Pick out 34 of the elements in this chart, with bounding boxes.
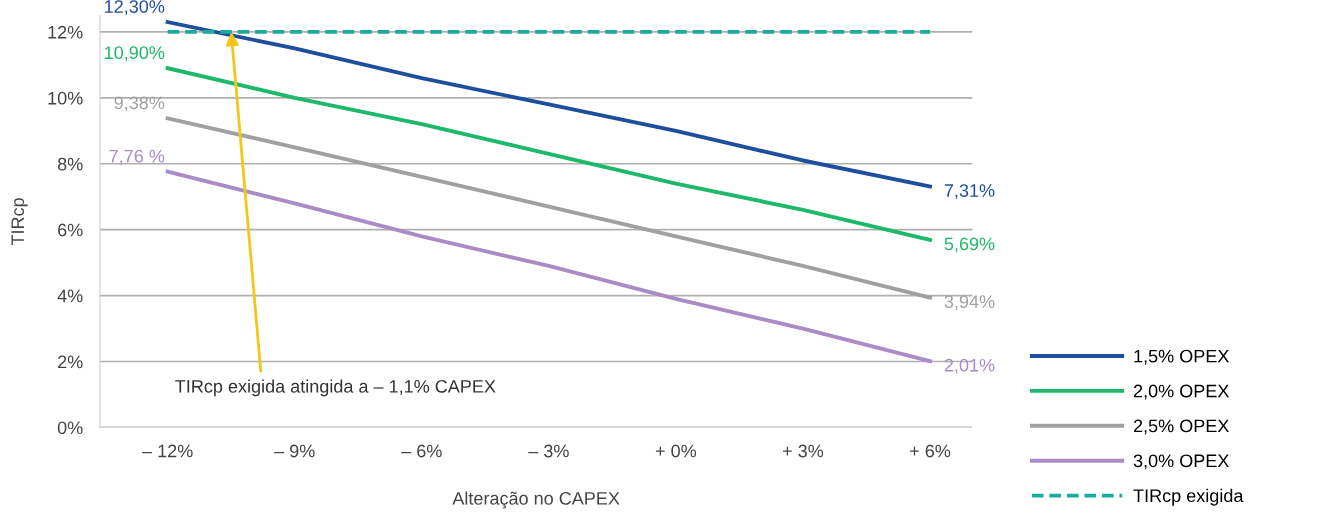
line-series (165, 66, 932, 242)
y-tick-label: 8% (57, 157, 83, 171)
legend-label: 2,0% OPEX (1133, 384, 1229, 400)
data-label: 10,90% (105, 46, 165, 62)
line-series (165, 116, 932, 300)
legend-label: TIRcp exigida (1133, 488, 1244, 506)
y-tick-label: 6% (58, 223, 83, 237)
y-tick-label: 10% (48, 91, 83, 105)
data-label: 2,01% (944, 358, 995, 374)
line-series (165, 169, 932, 364)
x-tick-label: + 3% (783, 444, 824, 458)
data-label: 7,31% (944, 184, 995, 200)
x-axis-title: Alteração no CAPEX (452, 491, 620, 509)
data-label: 5,69% (944, 237, 995, 253)
legend-label: 2,5% OPEX (1133, 419, 1229, 435)
data-label: 7,76 % (109, 149, 165, 165)
annotation: TIRcp exigida atingida a – 1,1% CAPEX (175, 379, 496, 397)
y-tick-label: 0% (57, 421, 83, 435)
line-series (165, 20, 932, 189)
data-label: 9,38% (114, 96, 165, 112)
x-tick-label: – 12% (142, 444, 193, 458)
data-label: 12,30% (105, 0, 165, 16)
y-tick-label: 2% (58, 355, 83, 369)
x-tick-label: – 3% (528, 444, 569, 458)
x-tick-label: + 6% (910, 444, 951, 458)
y-axis-title: TIRcp (11, 198, 28, 246)
x-tick-label: – 9% (274, 444, 315, 458)
legend-label: 3,0% OPEX (1133, 454, 1229, 470)
x-tick-label: + 0% (655, 444, 697, 458)
data-label: 3,94% (944, 295, 995, 311)
y-tick-label: 12% (48, 25, 83, 39)
x-tick-label: – 6% (401, 444, 442, 458)
y-tick-label: 4% (57, 289, 83, 303)
legend-label: 1,5% OPEX (1134, 349, 1229, 365)
